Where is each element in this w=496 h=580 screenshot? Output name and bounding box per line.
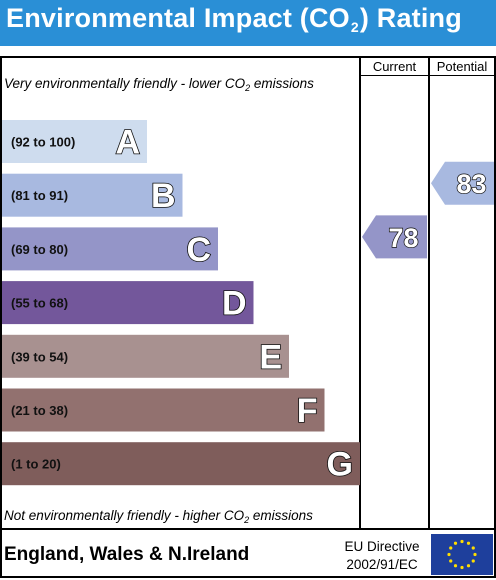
current-column-divider [359, 56, 361, 529]
eu-flag-icon [431, 534, 493, 575]
eu-star-icon [471, 546, 475, 550]
eu-star-icon [449, 559, 453, 563]
band-f-bar [2, 388, 325, 432]
eu-star-icon [449, 546, 453, 550]
band-c-letter: C [186, 231, 211, 269]
band-f-letter: F [297, 392, 318, 430]
band-e-range: (39 to 54) [11, 349, 68, 364]
band-a-bar [2, 120, 147, 163]
frame-top [0, 56, 496, 58]
band-g-range: (1 to 20) [11, 457, 61, 472]
band-f-range: (21 to 38) [11, 403, 68, 418]
eu-star-icon [471, 559, 475, 563]
band-e-bar [2, 334, 289, 378]
band-c-bar [2, 227, 218, 271]
band-g-letter: G [327, 446, 353, 484]
chart-title: Environmental Impact (CO2) Rating [6, 3, 462, 35]
frame-bottom [0, 576, 496, 578]
directive-line-1: EU Directive [344, 539, 420, 554]
eu-star-icon [453, 541, 458, 545]
bottom-note: Not environmentally friendly - higher CO… [4, 508, 313, 525]
band-e-letter: E [259, 338, 282, 376]
eu-star-icon [473, 552, 477, 557]
region-label: England, Wales & N.Ireland [4, 544, 250, 565]
band-d-bar [2, 281, 254, 325]
band-b-range: (81 to 91) [11, 188, 68, 203]
band-b-letter: B [151, 177, 176, 215]
eu-stars-icon [447, 539, 477, 570]
band-d-range: (55 to 68) [11, 296, 68, 311]
eu-star-icon [460, 565, 464, 570]
band-b-bar [2, 173, 183, 217]
current-column-label: Current [372, 59, 417, 74]
eu-star-icon [453, 564, 458, 568]
potential-column-divider [428, 56, 430, 529]
header-bar: Environmental Impact (CO2) Rating [0, 0, 496, 46]
top-note: Very environmentally friendly - lower CO… [4, 76, 314, 93]
band-d-letter: D [222, 285, 247, 323]
band-a-range: (92 to 100) [11, 135, 75, 150]
potential-column-label: Potential [436, 59, 488, 74]
band-a-letter: A [115, 124, 140, 162]
current-rating-value: 78 [388, 223, 418, 253]
band-c-range: (69 to 80) [11, 242, 68, 257]
directive-line-2: 2002/91/EC [346, 557, 418, 572]
eu-star-icon [466, 564, 471, 568]
current-rating-arrow [362, 215, 427, 259]
band-g-bar [2, 442, 360, 486]
eu-star-icon [466, 541, 471, 545]
potential-rating-value: 83 [456, 169, 486, 199]
eu-star-icon [460, 539, 464, 544]
frame-right [494, 56, 496, 578]
eu-star-icon [447, 552, 451, 557]
footer-divider [0, 528, 496, 530]
frame-left [0, 56, 2, 578]
potential-rating-arrow [431, 161, 494, 205]
